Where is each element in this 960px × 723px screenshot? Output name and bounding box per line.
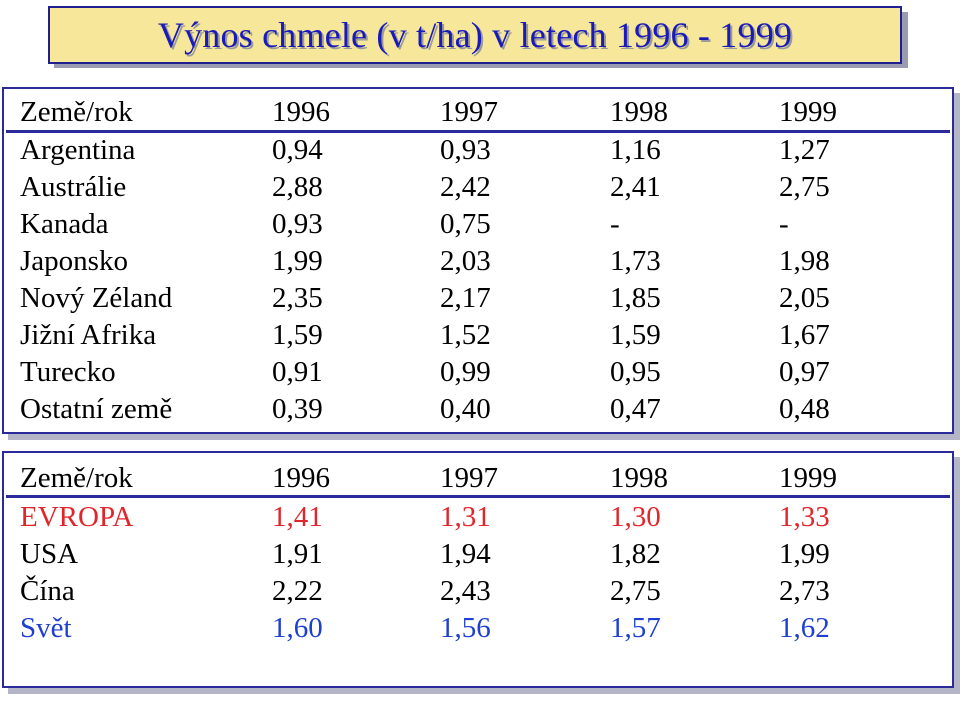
yield-value: 1,67 (779, 319, 830, 351)
title-banner: Výnos chmele (v t/ha) v letech 1996 - 19… (48, 6, 902, 64)
header-year: 1999 (779, 96, 837, 128)
table-row-world: Svět 1,60 1,56 1,57 1,62 (4, 610, 952, 647)
header-year: 1998 (610, 462, 668, 494)
table-row: Austrálie 2,88 2,42 2,41 2,75 (4, 169, 952, 206)
region-name: EVROPA (20, 501, 134, 533)
yield-value: 2,75 (610, 575, 661, 607)
region-name: USA (20, 538, 79, 570)
yield-value: 1,16 (610, 134, 661, 166)
table-row: Japonsko 1,99 2,03 1,73 1,98 (4, 243, 952, 280)
header-divider (6, 130, 950, 133)
yield-value: 0,99 (440, 356, 491, 388)
yield-value: 0,40 (440, 393, 491, 425)
yield-value: 2,03 (440, 245, 491, 277)
yield-value: 2,41 (610, 171, 661, 203)
yield-value: 0,48 (779, 393, 830, 425)
yield-value: 1,30 (610, 501, 661, 533)
yield-value: 0,47 (610, 393, 661, 425)
yield-value: 1,82 (610, 538, 661, 570)
yield-value: 2,05 (779, 282, 830, 314)
yield-value: 0,91 (272, 356, 323, 388)
yield-value: 0,93 (440, 134, 491, 166)
country-name: Nový Zéland (20, 282, 173, 314)
country-name: Turecko (20, 356, 116, 388)
header-country: Země/rok (20, 462, 133, 494)
yield-value: 1,41 (272, 501, 323, 533)
table-row: USA 1,91 1,94 1,82 1,99 (4, 536, 952, 573)
region-name: Svět (20, 612, 72, 644)
header-divider (6, 495, 950, 498)
table-row: Turecko 0,91 0,99 0,95 0,97 (4, 354, 952, 391)
yield-value: 1,99 (779, 538, 830, 570)
yield-value: 1,85 (610, 282, 661, 314)
yield-value: 2,88 (272, 171, 323, 203)
table-row-europe: EVROPA 1,41 1,31 1,30 1,33 (4, 499, 952, 536)
yield-value: 0,97 (779, 356, 830, 388)
region-name: Čína (20, 575, 75, 607)
table-row: Kanada 0,93 0,75 - - (4, 206, 952, 243)
table-row: Ostatní země 0,39 0,40 0,47 0,48 (4, 391, 952, 428)
table-row: Nový Zéland 2,35 2,17 1,85 2,05 (4, 280, 952, 317)
yield-value: 1,59 (272, 319, 323, 351)
yield-value: 2,73 (779, 575, 830, 607)
table-row: Jižní Afrika 1,59 1,52 1,59 1,67 (4, 317, 952, 354)
yield-value: 2,17 (440, 282, 491, 314)
yield-value: 1,91 (272, 538, 323, 570)
yield-value: 2,42 (440, 171, 491, 203)
yield-value: 1,62 (779, 612, 830, 644)
yield-value: 1,33 (779, 501, 830, 533)
header-year: 1996 (272, 462, 330, 494)
yield-value: 0,95 (610, 356, 661, 388)
yield-value: 2,35 (272, 282, 323, 314)
yield-value: 1,27 (779, 134, 830, 166)
yield-table-countries: Země/rok 1996 1997 1998 1999 Argentina 0… (2, 87, 954, 434)
yield-value: 1,99 (272, 245, 323, 277)
country-name: Argentina (20, 134, 136, 166)
yield-value: 1,31 (440, 501, 491, 533)
yield-value: 1,57 (610, 612, 661, 644)
yield-value: 0,94 (272, 134, 323, 166)
country-name: Jižní Afrika (20, 319, 157, 351)
yield-value: 1,98 (779, 245, 830, 277)
yield-value: 1,94 (440, 538, 491, 570)
table-header-row: Země/rok 1996 1997 1998 1999 (4, 460, 952, 497)
header-year: 1998 (610, 96, 668, 128)
header-year: 1999 (779, 462, 837, 494)
page-title: Výnos chmele (v t/ha) v letech 1996 - 19… (157, 15, 793, 55)
header-year: 1996 (272, 96, 330, 128)
yield-value: 2,43 (440, 575, 491, 607)
yield-value: 1,59 (610, 319, 661, 351)
yield-table-regions: Země/rok 1996 1997 1998 1999 EVROPA 1,41… (2, 451, 954, 688)
table-row: Čína 2,22 2,43 2,75 2,73 (4, 573, 952, 610)
yield-value: 1,60 (272, 612, 323, 644)
yield-value: 2,22 (272, 575, 323, 607)
yield-value: - (610, 208, 620, 240)
table-header-row: Země/rok 1996 1997 1998 1999 (4, 94, 952, 131)
yield-value: 0,75 (440, 208, 491, 240)
table-row: Argentina 0,94 0,93 1,16 1,27 (4, 132, 952, 169)
country-name: Kanada (20, 208, 109, 240)
yield-value: - (779, 208, 789, 240)
yield-value: 2,75 (779, 171, 830, 203)
country-name: Japonsko (20, 245, 128, 277)
yield-value: 0,93 (272, 208, 323, 240)
header-year: 1997 (440, 462, 498, 494)
yield-value: 1,73 (610, 245, 661, 277)
header-country: Země/rok (20, 96, 133, 128)
header-year: 1997 (440, 96, 498, 128)
yield-value: 1,52 (440, 319, 491, 351)
country-name: Austrálie (20, 171, 127, 203)
yield-value: 1,56 (440, 612, 491, 644)
country-name: Ostatní země (20, 393, 173, 425)
yield-value: 0,39 (272, 393, 323, 425)
